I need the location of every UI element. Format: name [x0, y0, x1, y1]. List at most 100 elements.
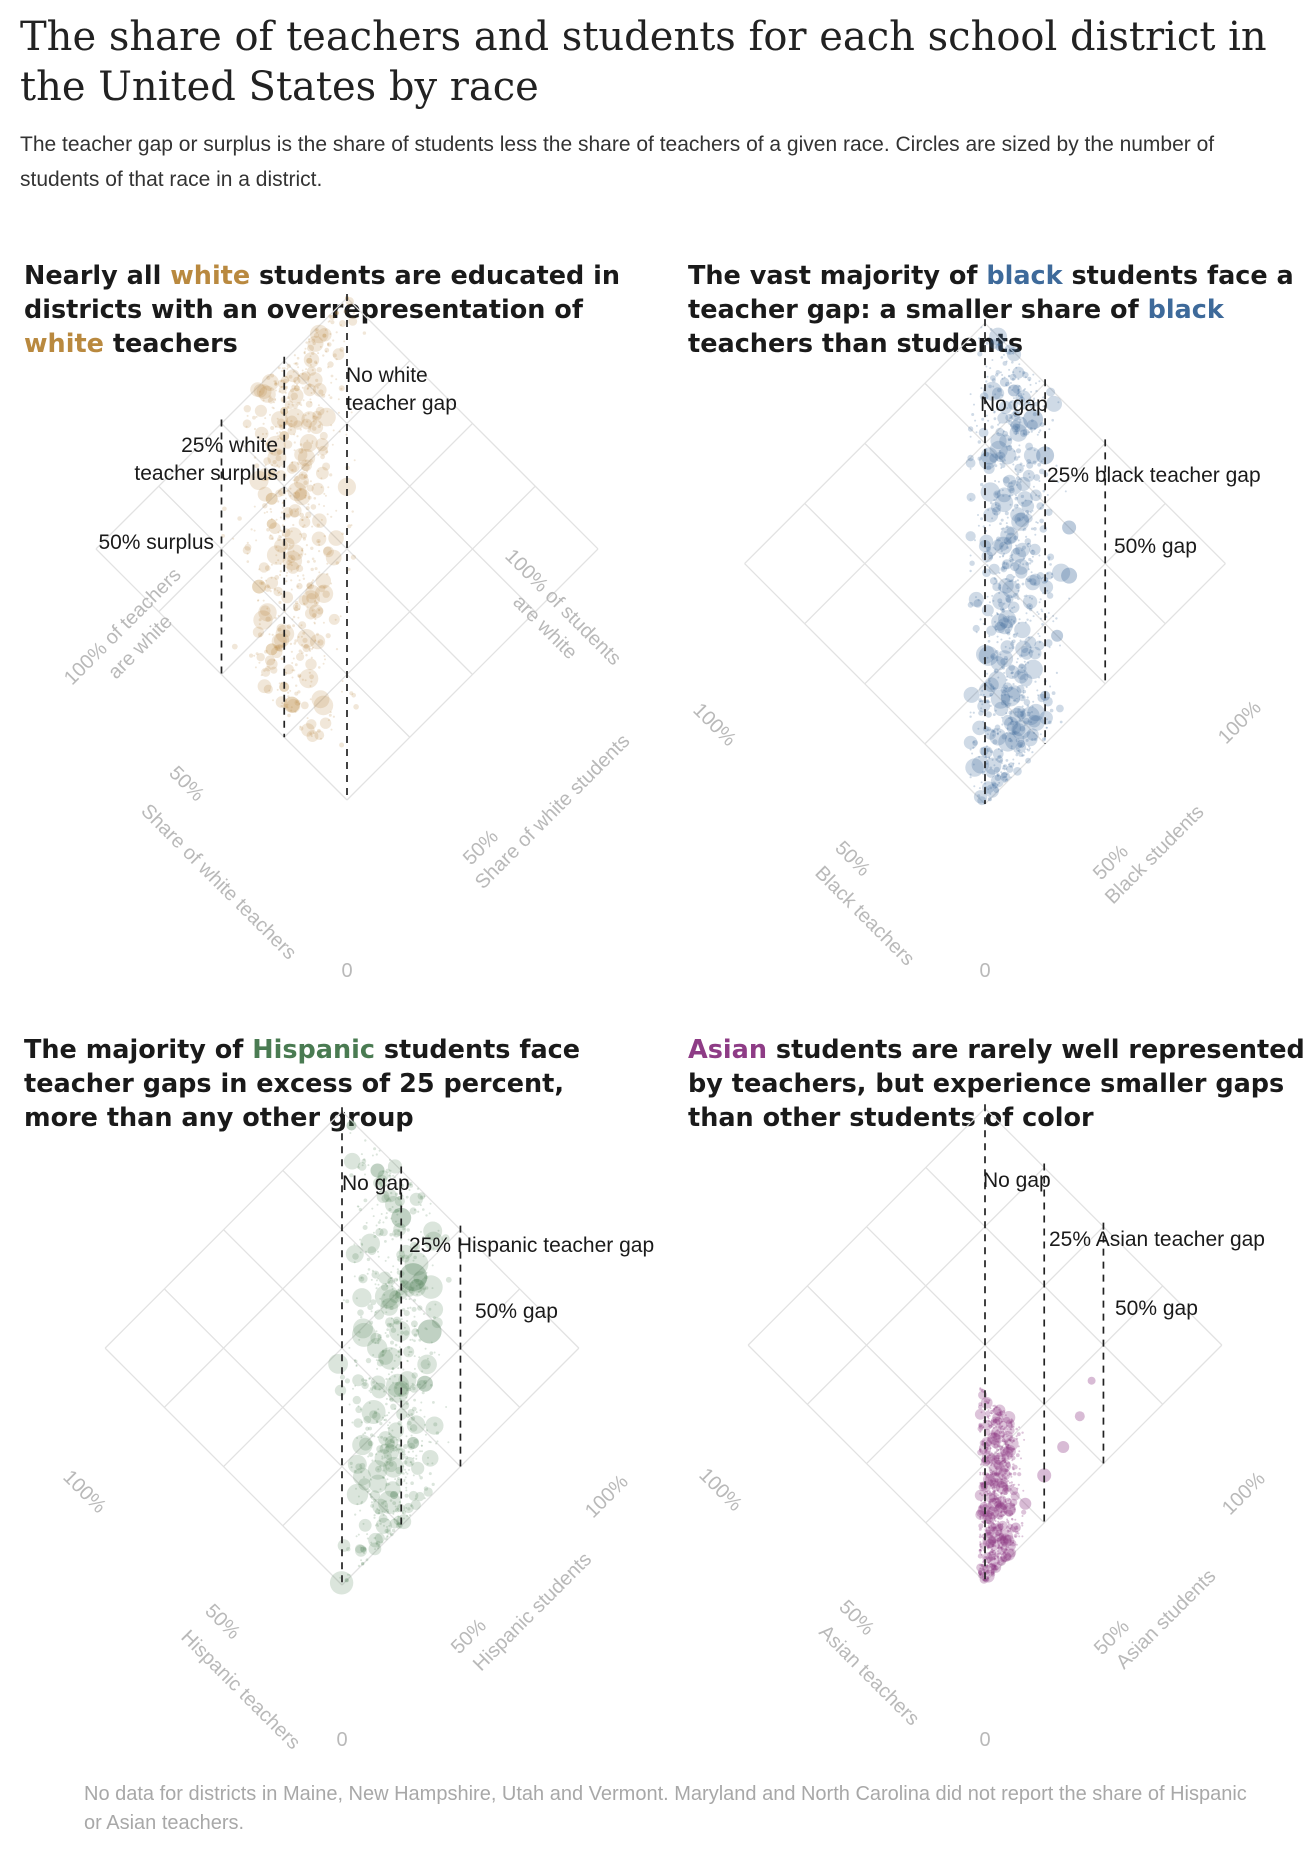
district-dot — [992, 1413, 1000, 1421]
district-dot — [1050, 576, 1053, 579]
district-dot — [404, 1493, 409, 1498]
district-dot — [1027, 703, 1045, 722]
district-dot — [1002, 1537, 1006, 1541]
district-dot — [254, 426, 269, 441]
district-dot — [969, 554, 972, 557]
district-dot — [1020, 549, 1023, 552]
district-dot — [353, 704, 359, 710]
district-dot — [1001, 1457, 1004, 1460]
district-dot — [993, 411, 996, 414]
district-dot — [373, 1516, 376, 1519]
district-dot — [978, 1570, 983, 1575]
district-dot — [1042, 396, 1045, 399]
district-dot — [1025, 442, 1033, 451]
district-dot — [267, 397, 275, 404]
district-dot — [1002, 361, 1008, 366]
district-dot — [1029, 578, 1037, 586]
district-dot — [391, 1429, 394, 1432]
district-dot — [291, 398, 294, 401]
district-dot — [992, 1572, 995, 1575]
district-point — [1023, 409, 1044, 430]
district-dot — [1019, 418, 1022, 421]
district-dot — [409, 1207, 417, 1215]
district-dot — [375, 1420, 379, 1423]
district-dot — [376, 1420, 379, 1423]
district-dot — [980, 747, 983, 750]
district-dot — [979, 1440, 985, 1446]
district-dot — [1051, 478, 1055, 482]
district-dot — [994, 1520, 997, 1522]
district-dot — [381, 1350, 384, 1354]
district-dot — [1047, 556, 1051, 559]
district-dot — [978, 1422, 983, 1427]
district-dot — [996, 1440, 999, 1443]
district-dot — [999, 1536, 1009, 1546]
district-dot — [296, 564, 304, 573]
district-dot — [990, 1562, 1002, 1573]
gap-label-50: 50% gap — [1115, 1297, 1198, 1320]
district-dot — [417, 1210, 420, 1213]
district-dot — [1002, 1431, 1014, 1442]
district-dot — [400, 1398, 403, 1401]
district-dot — [991, 1548, 993, 1551]
district-dot — [290, 650, 293, 653]
district-dot — [978, 1402, 983, 1407]
district-dot — [423, 1195, 426, 1198]
district-dot — [312, 513, 327, 528]
district-dot — [361, 1381, 369, 1390]
district-dot — [384, 1216, 388, 1220]
district-dot — [1011, 1441, 1014, 1444]
grid-line — [806, 1166, 1045, 1405]
district-dot — [1031, 555, 1034, 558]
district-dot — [1005, 1553, 1008, 1556]
district-dot — [1039, 525, 1048, 533]
district-dot — [425, 1300, 444, 1319]
district-dot — [1009, 554, 1013, 558]
district-dot — [305, 400, 313, 408]
district-dot — [285, 682, 287, 685]
district-dot — [1005, 678, 1008, 681]
district-dot — [381, 1283, 389, 1291]
district-dot — [290, 530, 293, 533]
district-dot — [1016, 711, 1019, 713]
district-dot — [266, 527, 270, 532]
district-dot — [382, 1469, 385, 1472]
district-dot — [412, 1474, 415, 1477]
district-dot — [989, 1520, 992, 1523]
district-dot — [255, 539, 258, 542]
district-dot — [350, 1466, 353, 1469]
district-dot — [1021, 1524, 1024, 1527]
district-dot — [996, 1504, 999, 1507]
district-dot — [269, 534, 272, 537]
district-dot — [1007, 1434, 1010, 1437]
district-dot — [996, 1538, 1000, 1542]
district-dot — [994, 1451, 997, 1454]
district-dot — [409, 1428, 412, 1430]
district-dot — [1007, 615, 1017, 625]
district-dot — [321, 393, 326, 398]
district-dot — [992, 713, 996, 716]
district-dot — [375, 1228, 384, 1237]
white-chart: No white teacher gap 25% white teacher s… — [60, 293, 634, 982]
gap-label-25: 25% white — [181, 434, 278, 457]
district-dot — [1037, 653, 1040, 656]
district-dot — [994, 1435, 997, 1438]
district-dot — [306, 560, 310, 564]
district-dot — [286, 367, 289, 370]
district-dot — [1022, 689, 1027, 694]
district-dot — [972, 740, 979, 746]
district-dot — [423, 1313, 425, 1315]
district-dot — [977, 794, 981, 798]
district-dot — [985, 756, 988, 759]
district-dot — [405, 1506, 408, 1509]
district-dot — [299, 487, 302, 491]
district-dot — [311, 525, 314, 528]
district-dot — [1002, 1428, 1005, 1431]
district-dot — [390, 1532, 394, 1537]
district-dot — [283, 378, 288, 384]
district-dot — [993, 1432, 997, 1436]
district-dot — [420, 1444, 423, 1447]
gap-label-25: 25% Asian teacher gap — [1049, 1228, 1265, 1251]
district-dot — [1000, 638, 1003, 641]
district-dot — [997, 1545, 1001, 1549]
